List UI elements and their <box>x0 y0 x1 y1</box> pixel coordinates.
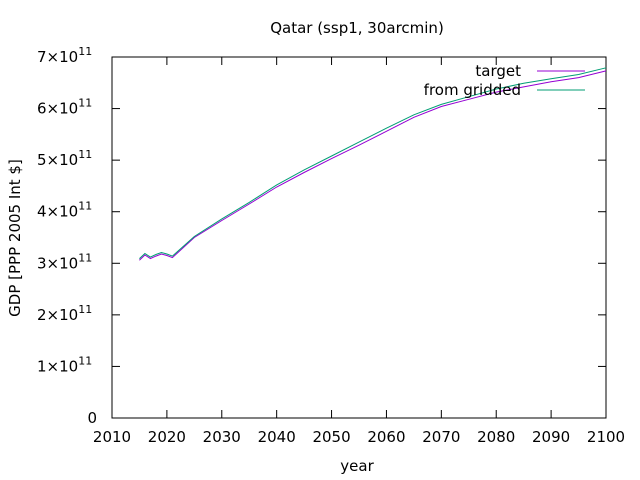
x-tick-label: 2010 <box>93 428 131 446</box>
y-tick-label: 4×1011 <box>37 200 92 221</box>
x-axis: 2010 2020 2030 2040 2050 2060 2070 2080 2090 2100 <box>93 57 625 446</box>
series-layer <box>139 67 607 261</box>
x-tick-label: 2040 <box>258 428 296 446</box>
y-axis: 0 1×1011 2×1011 3×1011 4×1011 5×1011 6×1011 7×1… <box>37 45 606 427</box>
series-line-0 <box>139 70 607 261</box>
y-tick-label: 5×1011 <box>37 148 92 169</box>
y-tick-label: 2×1011 <box>37 303 92 324</box>
y-tick-label: 1×1011 <box>37 354 92 375</box>
y-axis-label: GDP [PPP 2005 Int $] <box>6 159 24 317</box>
x-tick-label: 2090 <box>532 428 570 446</box>
x-tick-label: 2080 <box>477 428 515 446</box>
series-line-1 <box>139 67 607 259</box>
plot-frame <box>111 56 607 419</box>
x-tick-label: 2030 <box>203 428 241 446</box>
x-tick-label: 2050 <box>312 428 350 446</box>
x-tick-label: 2020 <box>148 428 186 446</box>
y-tick-label: 3×1011 <box>37 251 92 272</box>
legend-label: from gridded <box>424 81 521 99</box>
x-tick-label: 2060 <box>367 428 405 446</box>
y-tick-label: 0 <box>87 409 97 427</box>
x-tick-label: 2070 <box>422 428 460 446</box>
x-axis-label: year <box>340 457 374 475</box>
y-tick-label: 6×1011 <box>37 97 92 118</box>
y-tick-label: 7×1011 <box>37 45 92 66</box>
chart-title: Qatar (ssp1, 30arcmin) <box>270 19 444 37</box>
x-tick-label: 2100 <box>587 428 625 446</box>
legend-label: target <box>475 62 521 80</box>
